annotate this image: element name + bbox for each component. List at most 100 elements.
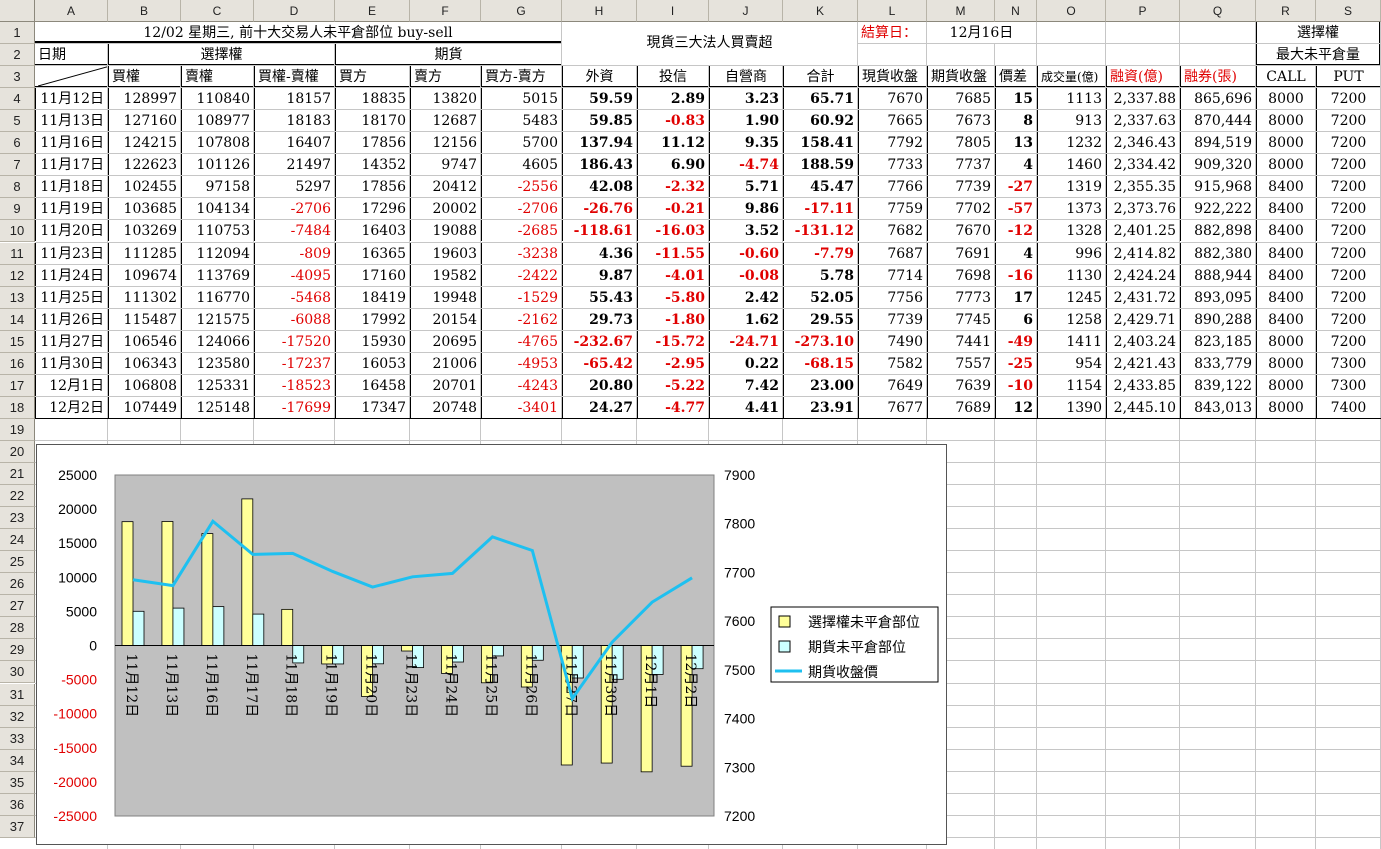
cell-mput[interactable]: 7200 [1316,198,1380,220]
cell-sell[interactable]: 19603 [410,242,480,264]
cell-cp[interactable]: 18157 [254,88,334,110]
cell-basis[interactable]: 13 [995,132,1036,154]
cell-put[interactable]: 110753 [181,220,253,242]
max-open-interest-label[interactable]: 最大未平倉量 [1256,44,1380,66]
row-header-26[interactable]: 26 [0,573,35,596]
row-header-30[interactable]: 30 [0,661,35,684]
cell-mcall[interactable]: 8000 [1256,330,1315,352]
cell-mcall[interactable]: 8000 [1256,110,1315,132]
cell-mput[interactable]: 7200 [1316,220,1380,242]
cell-mput[interactable]: 7200 [1316,88,1380,110]
cell-basis[interactable]: -12 [995,220,1036,242]
cell-vol[interactable]: 1411 [1037,330,1105,352]
cell-dealer[interactable]: 5.71 [709,176,782,198]
cell-short[interactable]: 894,519 [1180,132,1255,154]
cell-margin[interactable]: 2,429.71 [1106,308,1179,330]
cell-buy[interactable]: 17160 [335,264,409,286]
cell-spot[interactable]: 7759 [858,198,926,220]
empty-cell[interactable] [1180,22,1255,44]
cell-fut[interactable]: 7557 [927,352,994,374]
column-label-trust[interactable]: 投信 [637,66,708,88]
cell-sell[interactable]: 20695 [410,330,480,352]
cell-basis[interactable]: -25 [995,352,1036,374]
cell-margin[interactable]: 2,334.42 [1106,154,1179,176]
column-label-short[interactable]: 融券(張) [1180,66,1255,88]
cell-fut[interactable]: 7702 [927,198,994,220]
futures-group-header[interactable]: 期貨 [335,44,561,66]
cell-foreign[interactable]: -118.61 [562,220,636,242]
row-header-21[interactable]: 21 [0,463,35,486]
row-header-28[interactable]: 28 [0,617,35,640]
cell-buy[interactable]: 17296 [335,198,409,220]
cell-buy[interactable]: 14352 [335,154,409,176]
cell-date[interactable]: 11月27日 [35,330,107,352]
column-header-I[interactable]: I [637,0,709,22]
cell-fut[interactable]: 7737 [927,154,994,176]
cell-short[interactable]: 888,944 [1180,264,1255,286]
cell-fut[interactable]: 7673 [927,110,994,132]
cell-basis[interactable]: -57 [995,198,1036,220]
column-header-P[interactable]: P [1106,0,1180,22]
cell-spot[interactable]: 7766 [858,176,926,198]
column-label-call_put[interactable]: 買權-賣權 [254,66,334,88]
cell-trust[interactable]: -0.21 [637,198,708,220]
cell-mput[interactable]: 7200 [1316,242,1380,264]
cell-trust[interactable]: 2.89 [637,88,708,110]
row-header-7[interactable]: 7 [0,154,35,177]
row-header-37[interactable]: 37 [0,815,35,838]
cell-cp[interactable]: -2706 [254,198,334,220]
cell-date[interactable]: 11月19日 [35,198,107,220]
cell-foreign[interactable]: -232.67 [562,330,636,352]
cell-sell[interactable]: 19948 [410,286,480,308]
cell-vol[interactable]: 1113 [1037,88,1105,110]
cell-margin[interactable]: 2,401.25 [1106,220,1179,242]
column-header-B[interactable]: B [108,0,181,22]
cell-call[interactable]: 107449 [108,396,180,418]
cell-foreign[interactable]: -26.76 [562,198,636,220]
cell-date[interactable]: 12月2日 [35,396,107,418]
cell-total[interactable]: 45.47 [783,176,857,198]
cell-cp[interactable]: -4095 [254,264,334,286]
cell-basis[interactable]: -16 [995,264,1036,286]
cell-mcall[interactable]: 8000 [1256,132,1315,154]
cell-spot[interactable]: 7582 [858,352,926,374]
cell-put[interactable]: 124066 [181,330,253,352]
cell-margin[interactable]: 2,414.82 [1106,242,1179,264]
cell-foreign[interactable]: 137.94 [562,132,636,154]
column-label-foreign[interactable]: 外資 [562,66,636,88]
column-header-A[interactable]: A [35,0,108,22]
cell-sell[interactable]: 12156 [410,132,480,154]
cell-foreign[interactable]: 4.36 [562,242,636,264]
cell-trust[interactable]: -16.03 [637,220,708,242]
cell-date[interactable]: 11月12日 [35,88,107,110]
cell-basis[interactable]: 4 [995,242,1036,264]
cell-cp[interactable]: 18183 [254,110,334,132]
chart-object[interactable]: 25000 20000 15000 10000 5000 0 -5000 -10000 -150… [36,444,947,845]
cell-trust[interactable]: -5.22 [637,374,708,396]
cell-margin[interactable]: 2,433.85 [1106,374,1179,396]
row-header-29[interactable]: 29 [0,639,35,662]
cell-put[interactable]: 125331 [181,374,253,396]
cell-sell[interactable]: 13820 [410,88,480,110]
cell-bs[interactable]: -3401 [481,396,561,418]
row-header-12[interactable]: 12 [0,264,35,287]
cell-spot[interactable]: 7756 [858,286,926,308]
cell-buy[interactable]: 16458 [335,374,409,396]
date-header-diagonal[interactable] [35,66,107,88]
cell-short[interactable]: 865,696 [1180,88,1255,110]
cell-date[interactable]: 11月25日 [35,286,107,308]
row-header-18[interactable]: 18 [0,396,35,419]
cell-margin[interactable]: 2,445.10 [1106,396,1179,418]
column-label-volume[interactable]: 成交量(億) [1037,66,1105,88]
cell-mcall[interactable]: 8000 [1256,88,1315,110]
cell-dealer[interactable]: -24.71 [709,330,782,352]
cell-trust[interactable]: -4.77 [637,396,708,418]
cell-short[interactable]: 890,288 [1180,308,1255,330]
options-label-cell[interactable]: 選擇權 [1256,22,1380,44]
spot-institutional-title[interactable]: 現貨三大法人買賣超 [562,22,857,66]
cell-total[interactable]: 60.92 [783,110,857,132]
cell-trust[interactable]: -0.83 [637,110,708,132]
cell-date[interactable]: 11月16日 [35,132,107,154]
cell-call[interactable]: 103269 [108,220,180,242]
cell-foreign[interactable]: 29.73 [562,308,636,330]
